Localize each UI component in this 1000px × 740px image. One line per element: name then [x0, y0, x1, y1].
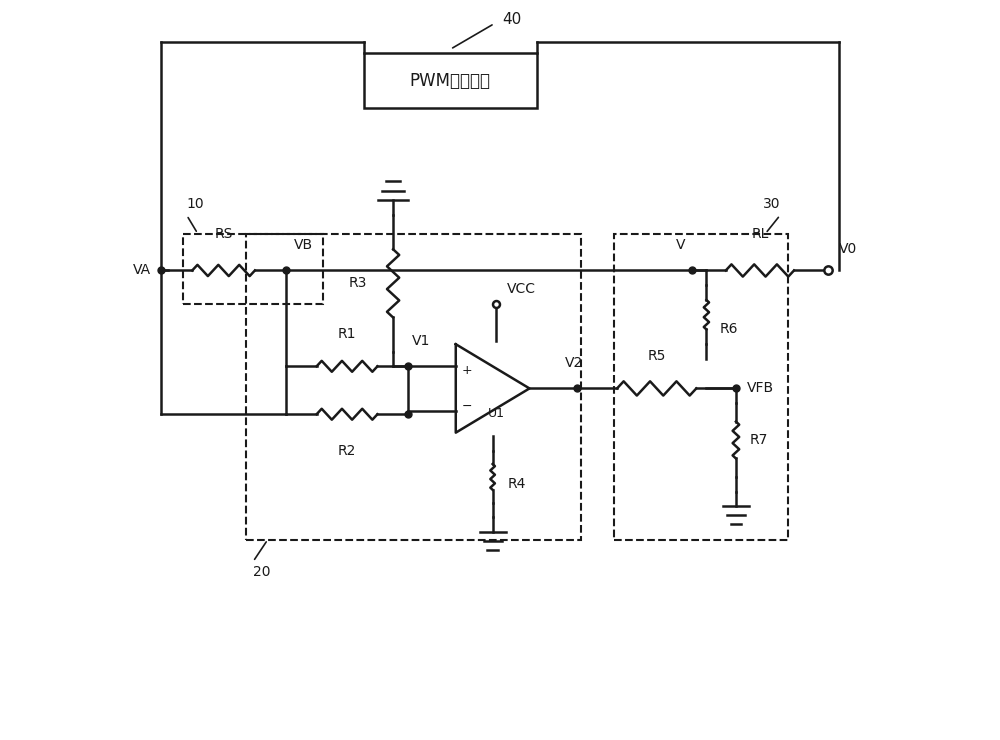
Text: PWM控制芯片: PWM控制芯片 — [410, 72, 491, 90]
Text: 40: 40 — [502, 13, 521, 27]
Text: 20: 20 — [253, 565, 271, 579]
Text: R6: R6 — [720, 323, 738, 337]
Text: U1: U1 — [488, 407, 505, 420]
Text: V0: V0 — [839, 242, 857, 256]
Text: R7: R7 — [749, 433, 768, 447]
FancyBboxPatch shape — [364, 53, 537, 108]
Text: RL: RL — [751, 227, 769, 241]
Text: V: V — [676, 238, 685, 252]
Text: +: + — [462, 363, 472, 377]
Text: VB: VB — [294, 238, 313, 252]
Text: V2: V2 — [565, 356, 583, 370]
Text: VFB: VFB — [747, 381, 774, 395]
Text: R2: R2 — [338, 444, 356, 458]
Text: V1: V1 — [412, 334, 430, 348]
Text: R3: R3 — [349, 276, 367, 290]
Text: VA: VA — [133, 263, 152, 278]
Text: R4: R4 — [507, 477, 526, 491]
Text: RS: RS — [214, 227, 233, 241]
Text: R1: R1 — [338, 326, 356, 340]
Text: −: − — [462, 400, 472, 414]
Text: 10: 10 — [187, 198, 204, 212]
Text: R5: R5 — [647, 349, 666, 363]
Text: 30: 30 — [763, 198, 780, 212]
Text: VCC: VCC — [507, 282, 536, 296]
